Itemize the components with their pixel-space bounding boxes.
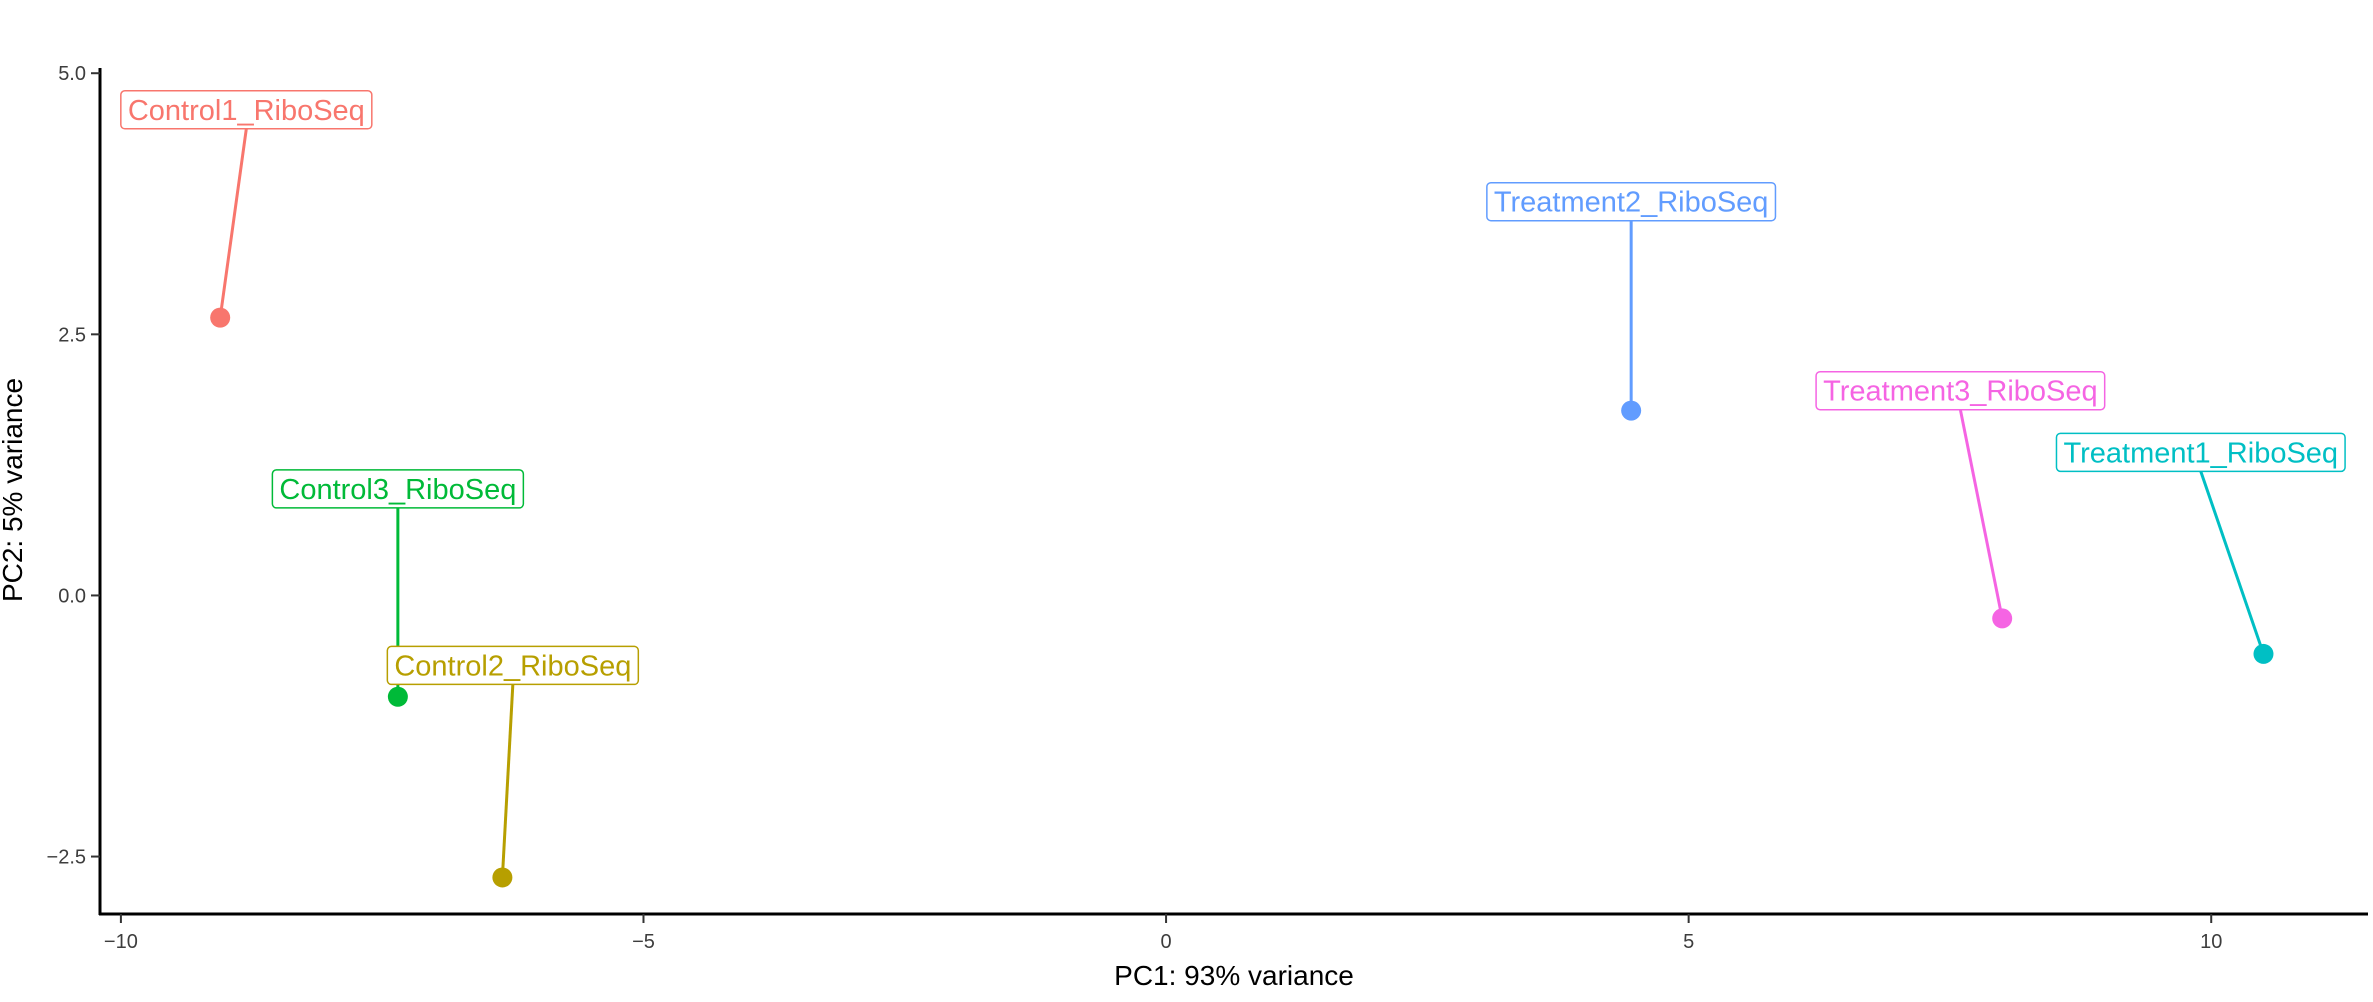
point-label: Treatment3_RiboSeq — [1823, 376, 2098, 408]
y-tick-label: 2.5 — [58, 324, 86, 346]
point-labels-layer: Control1_RiboSeq Control2_RiboSeq Control3… — [120, 90, 2346, 686]
point-label-box — [2055, 432, 2346, 473]
leader-line — [2199, 470, 2265, 655]
point-label-box — [271, 469, 525, 509]
leader-line — [218, 128, 248, 318]
y-axis-title: PC2: 5% variance — [0, 378, 28, 602]
point-label-group: Control2_RiboSeq — [386, 645, 640, 686]
leader-line — [500, 684, 515, 878]
point-label: Control1_RiboSeq — [128, 95, 365, 127]
axes-layer: −10 −5 0 5 10 −2.5 0.0 2.5 5.0 — [47, 63, 2368, 953]
point-label-box — [1486, 181, 1777, 222]
data-point — [2253, 643, 2274, 664]
point-label: Treatment1_RiboSeq — [2063, 437, 2338, 469]
data-point — [387, 686, 408, 707]
point-label: Control2_RiboSeq — [394, 650, 631, 682]
x-tick-label: −5 — [632, 931, 655, 953]
leader-line — [1958, 409, 2004, 619]
y-tick-label: 5.0 — [58, 63, 86, 85]
points-layer — [210, 307, 2274, 888]
x-tick-label: −10 — [104, 931, 138, 953]
x-axis-title: PC1: 93% variance — [1114, 960, 1354, 991]
y-tick-label: 0.0 — [58, 585, 86, 607]
point-label-box — [386, 645, 640, 686]
x-tick-label: 5 — [1683, 931, 1694, 953]
point-label-group: Treatment3_RiboSeq — [1815, 370, 2106, 411]
point-label-box — [120, 90, 373, 130]
point-label-group: Control1_RiboSeq — [120, 90, 373, 130]
point-label-group: Treatment2_RiboSeq — [1486, 181, 1777, 222]
point-label-box — [1815, 370, 2106, 411]
point-label: Treatment2_RiboSeq — [1494, 187, 1769, 219]
data-point — [492, 867, 513, 888]
y-tick-label: −2.5 — [47, 847, 86, 869]
point-label: Control3_RiboSeq — [279, 474, 516, 506]
data-point — [1621, 400, 1642, 421]
data-point — [210, 307, 231, 328]
leader-lines-layer — [218, 128, 2265, 878]
point-label-group: Control3_RiboSeq — [271, 469, 525, 509]
point-label-group: Treatment1_RiboSeq — [2055, 432, 2346, 473]
x-tick-label: 10 — [2200, 931, 2222, 953]
data-point — [1992, 608, 2013, 629]
x-tick-label: 0 — [1161, 931, 1172, 953]
